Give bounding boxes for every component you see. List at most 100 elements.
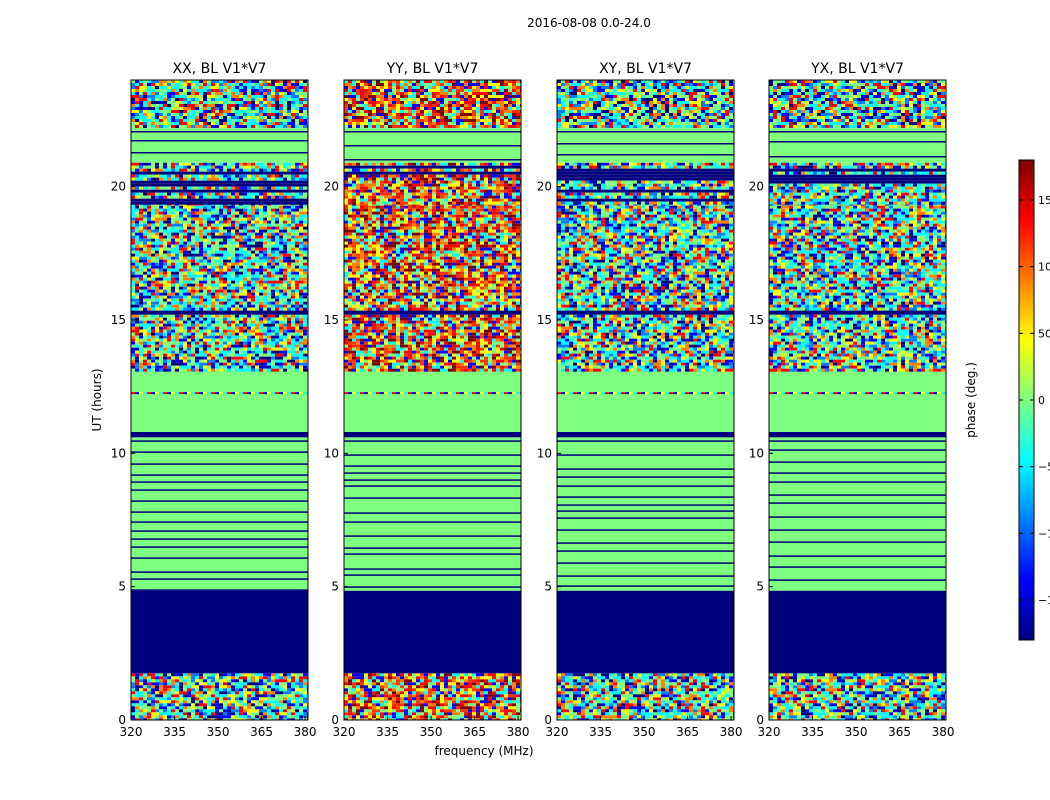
heat-cell xyxy=(195,697,199,701)
heat-cell xyxy=(231,676,235,680)
heat-cell xyxy=(283,229,287,233)
heat-cell xyxy=(223,195,227,199)
heat-cell xyxy=(179,195,183,199)
heat-cell xyxy=(259,685,263,689)
heat-cell xyxy=(211,682,215,686)
heat-cell xyxy=(291,226,295,230)
heat-cell xyxy=(271,229,275,233)
heat-cell xyxy=(159,298,163,302)
heat-cell xyxy=(512,688,516,692)
heat-cell xyxy=(239,241,243,245)
heat-cell xyxy=(187,165,191,169)
heat-cell xyxy=(283,709,287,713)
heat-cell xyxy=(187,247,191,251)
heat-cell xyxy=(207,235,211,239)
heat-cell xyxy=(215,259,219,263)
heat-cell xyxy=(159,226,163,230)
heat-cell xyxy=(227,356,231,360)
heat-cell xyxy=(283,211,287,215)
heat-cell xyxy=(408,703,412,707)
heat-cell xyxy=(243,344,247,348)
heat-cell xyxy=(239,104,243,107)
heat-cell xyxy=(303,247,307,251)
heat-cell xyxy=(303,277,307,281)
heat-cell xyxy=(179,697,183,701)
heat-cell xyxy=(143,350,147,354)
heat-cell xyxy=(131,715,135,719)
heat-cell xyxy=(171,685,175,689)
heat-cell xyxy=(171,682,175,686)
heat-cell xyxy=(279,165,283,169)
heat-cell xyxy=(195,709,199,713)
heat-cell xyxy=(267,110,271,113)
heat-cell xyxy=(247,186,251,190)
heat-cell xyxy=(275,350,279,354)
heat-cell xyxy=(263,706,267,710)
heat-cell xyxy=(143,262,147,266)
heat-cell xyxy=(187,205,191,209)
heat-cell xyxy=(247,168,251,172)
heat-cell xyxy=(183,685,187,689)
heat-cell xyxy=(251,232,255,236)
heat-cell xyxy=(279,217,283,221)
heat-cell xyxy=(247,119,251,122)
heat-cell xyxy=(139,338,143,342)
heat-cell xyxy=(183,165,187,169)
heat-cell xyxy=(255,162,259,166)
heat-cell xyxy=(235,353,239,357)
heat-cell xyxy=(159,89,163,92)
heat-cell xyxy=(143,317,147,321)
heat-cell xyxy=(151,706,155,710)
heat-cell xyxy=(255,122,259,125)
heat-cell xyxy=(243,238,247,242)
heat-cell xyxy=(167,320,171,324)
heat-cell xyxy=(235,295,239,299)
heat-cell xyxy=(219,277,223,281)
heat-cell xyxy=(388,679,392,683)
heat-cell xyxy=(179,353,183,357)
heat-cell xyxy=(175,205,179,209)
heat-cell xyxy=(167,122,171,125)
heat-cell xyxy=(143,688,147,692)
heat-cell xyxy=(263,211,267,215)
heat-cell xyxy=(295,86,299,89)
heat-cell xyxy=(199,292,203,296)
heat-cell xyxy=(155,268,159,272)
heat-cell xyxy=(171,338,175,342)
heat-cell xyxy=(143,679,147,683)
heat-cell xyxy=(139,104,143,107)
heat-cell xyxy=(207,205,211,209)
heat-cell xyxy=(187,320,191,324)
heat-cell xyxy=(295,286,299,290)
heat-cell xyxy=(195,211,199,215)
heat-cell xyxy=(235,226,239,230)
heat-cell xyxy=(203,715,207,719)
heat-cell xyxy=(171,314,175,318)
heat-cell xyxy=(211,265,215,269)
heat-cell xyxy=(235,356,239,360)
heat-cell xyxy=(303,92,307,95)
heat-cell xyxy=(412,685,416,689)
heat-cell xyxy=(235,326,239,330)
heat-cell xyxy=(187,335,191,339)
heat-cell xyxy=(372,697,376,701)
heat-cell xyxy=(472,688,476,692)
heat-cell xyxy=(147,676,151,680)
heat-cell xyxy=(295,162,299,166)
heat-cell xyxy=(211,95,215,98)
heat-cell xyxy=(163,347,167,351)
heat-cell xyxy=(191,323,195,327)
heat-cell xyxy=(267,712,271,716)
heat-cell xyxy=(187,344,191,348)
heat-cell xyxy=(155,223,159,227)
flagged-band xyxy=(131,590,308,674)
heat-cell xyxy=(279,268,283,272)
heat-cell xyxy=(251,283,255,287)
heat-cell xyxy=(255,353,259,357)
heat-cell xyxy=(303,122,307,125)
heat-cell xyxy=(279,292,283,296)
heat-cell xyxy=(139,685,143,689)
heat-cell xyxy=(291,694,295,698)
heat-cell xyxy=(275,317,279,321)
heat-cell xyxy=(207,280,211,284)
